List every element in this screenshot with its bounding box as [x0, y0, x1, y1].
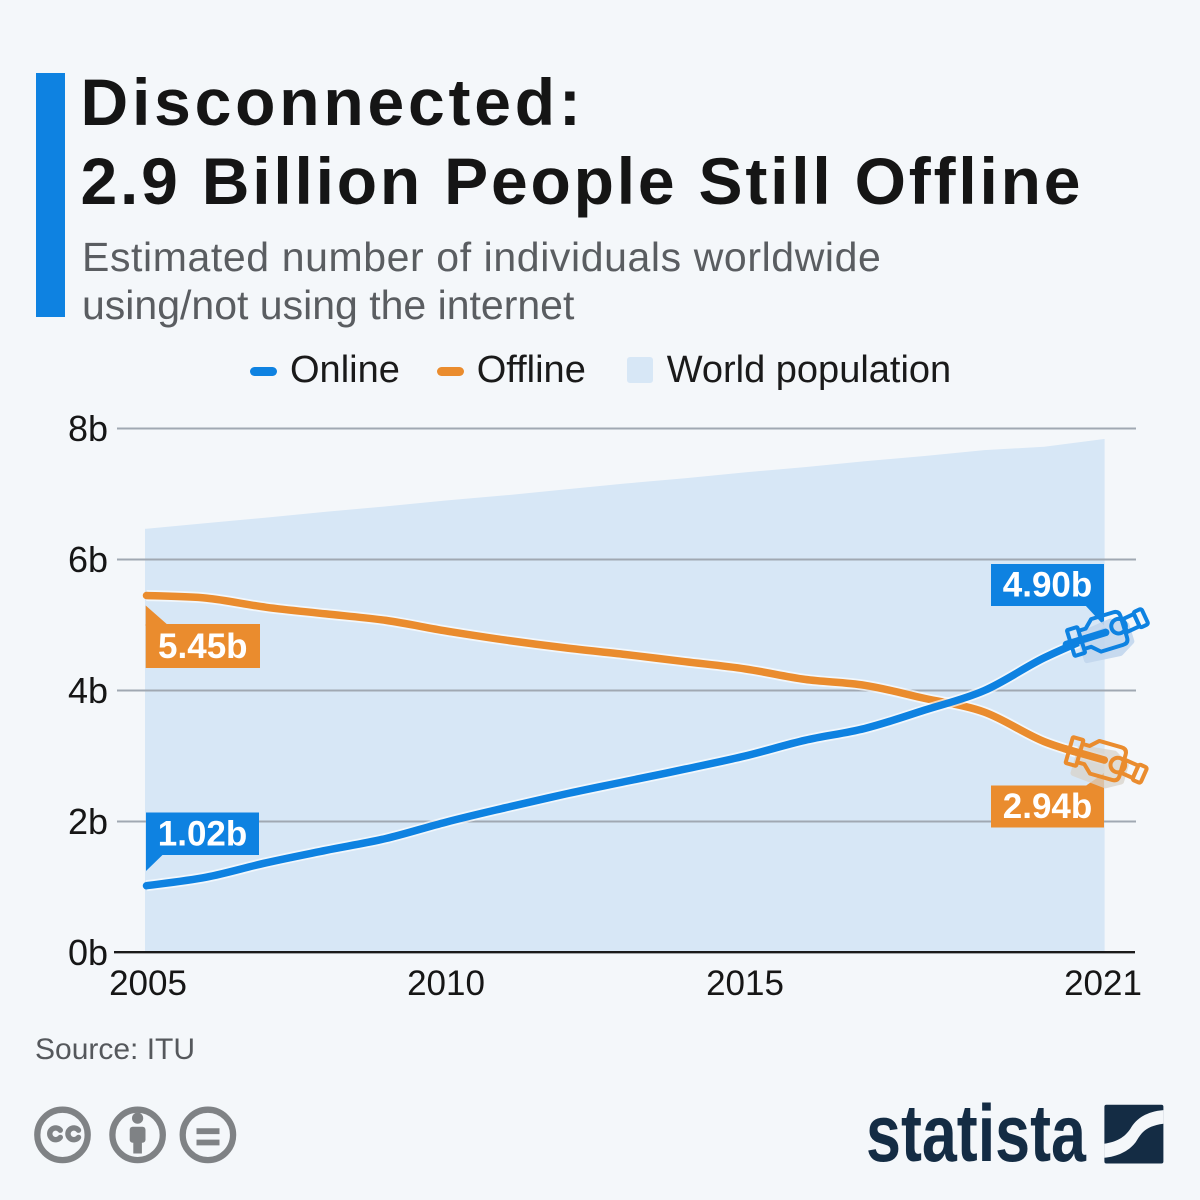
- svg-text:2b: 2b: [68, 801, 108, 842]
- svg-text:6b: 6b: [68, 539, 108, 580]
- svg-text:1.02b: 1.02b: [158, 815, 248, 854]
- svg-text:2015: 2015: [706, 964, 784, 1003]
- svg-text:2010: 2010: [407, 964, 485, 1003]
- svg-text:2.94b: 2.94b: [1003, 787, 1093, 826]
- svg-text:4b: 4b: [68, 670, 108, 711]
- svg-text:5.45b: 5.45b: [158, 627, 248, 666]
- svg-text:2005: 2005: [109, 964, 187, 1003]
- svg-text:statista: statista: [866, 1089, 1087, 1179]
- svg-text:2021: 2021: [1064, 964, 1142, 1003]
- svg-text:0b: 0b: [68, 932, 108, 973]
- svg-text:8b: 8b: [68, 408, 108, 449]
- svg-text:4.90b: 4.90b: [1003, 566, 1093, 605]
